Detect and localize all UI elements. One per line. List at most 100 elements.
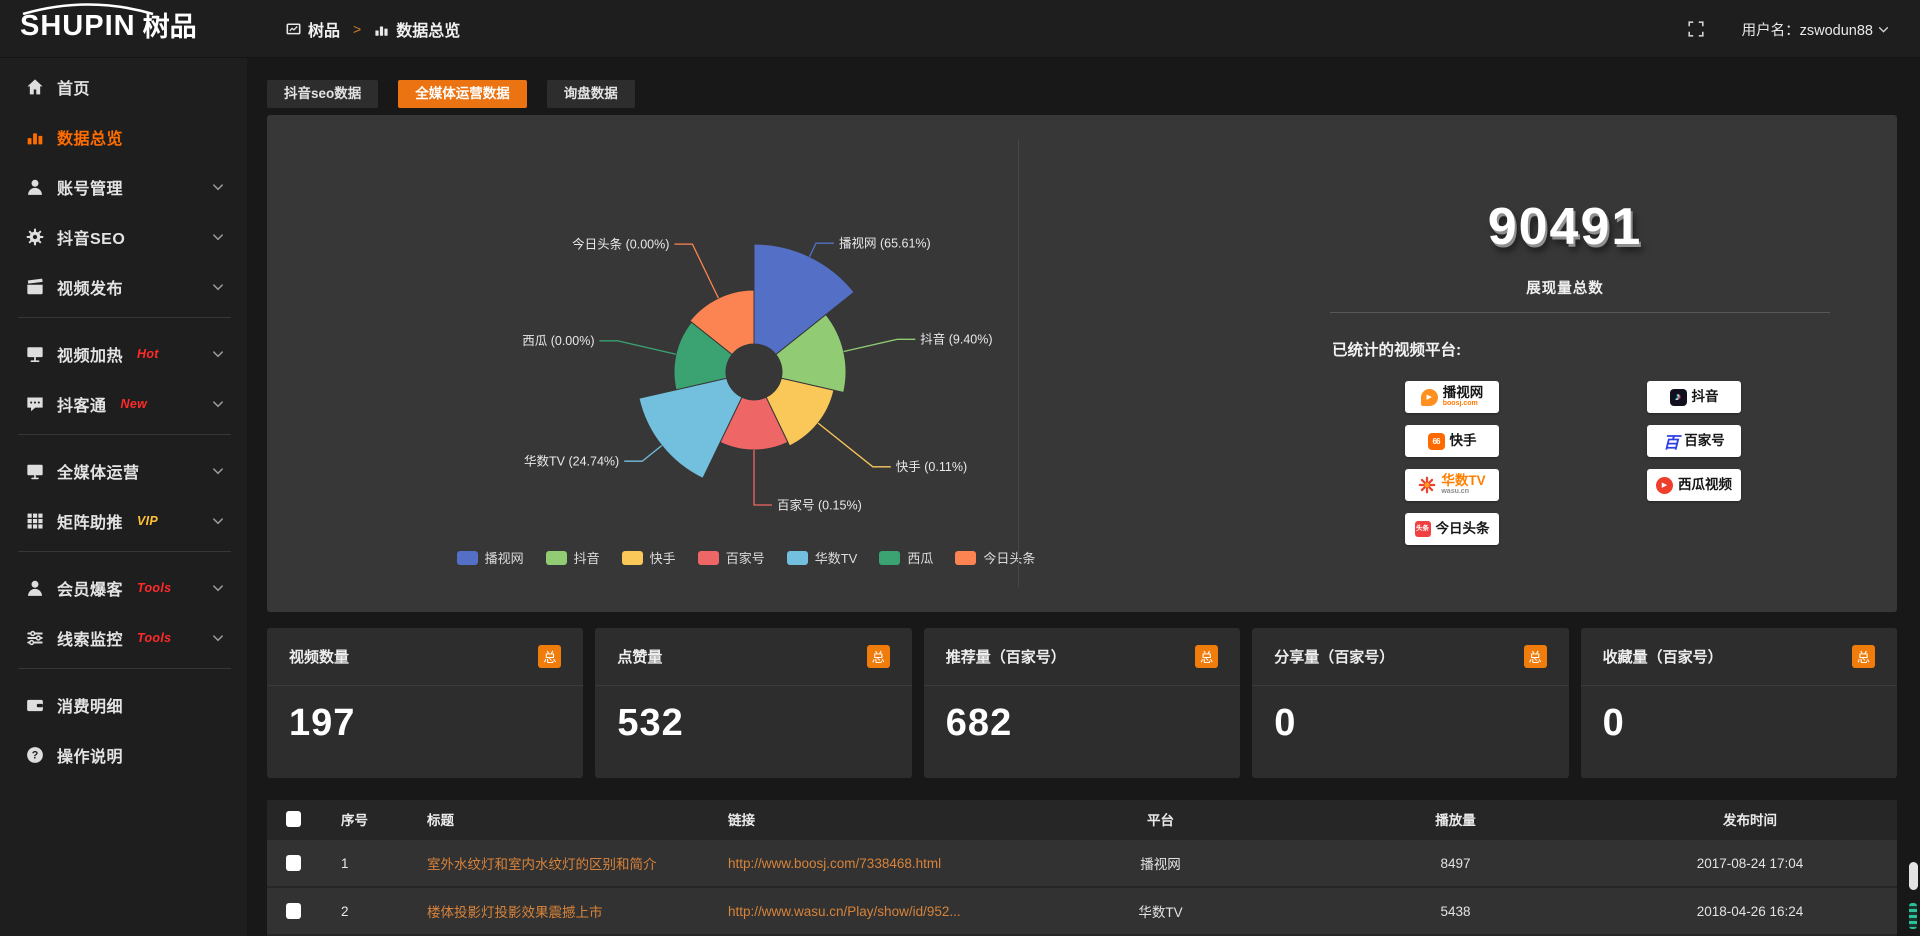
platform-badge-text: 百家号: [1684, 432, 1725, 448]
stat-card-label: 点赞量: [617, 649, 663, 666]
chevron-down-icon: [211, 464, 225, 478]
row-plays: 5438: [1440, 903, 1471, 919]
pie-label-boosj: 播视网 (65.61%): [839, 236, 931, 251]
sidebar-item-douyin-seo[interactable]: 抖音SEO: [0, 217, 247, 257]
legend-item-wasu-tv[interactable]: 华数TV: [786, 548, 858, 567]
row-checkbox[interactable]: [285, 855, 301, 871]
total-badge[interactable]: 总: [1523, 645, 1547, 668]
sidebar-divider: [18, 434, 231, 435]
platform-badge-text: 播视网 boosj.com: [1443, 385, 1484, 408]
breadcrumb-separator: >: [353, 21, 362, 37]
pie-labelline-baijiahao: [753, 450, 772, 506]
tab-inquiry-data[interactable]: 询盘数据: [546, 80, 635, 108]
overview-panel: 播视网 (65.61%) 抖音 (9.40%) 快手 (0.11%) 百家号 (0.1…: [267, 115, 1897, 612]
stat-card-header: 推荐量（百家号） 总: [923, 628, 1241, 686]
stat-card-likes: 点赞量 总 532: [595, 628, 912, 778]
legend-item-douyin[interactable]: 抖音: [545, 548, 600, 567]
platform-badge-xigua[interactable]: ▶ 西瓜视频: [1647, 469, 1741, 501]
svg-text:?: ?: [32, 750, 39, 762]
chevron-down-icon[interactable]: [1877, 23, 1890, 36]
summary-divider: [1330, 312, 1830, 313]
sidebar-item-badge: Hot: [137, 347, 159, 361]
legend-swatch-boosj: [456, 550, 478, 565]
row-checkbox[interactable]: [285, 903, 301, 919]
tab-douyin-seo-data[interactable]: 抖音seo数据: [267, 80, 379, 108]
sidebar-item-expense-details[interactable]: 消费明细: [0, 685, 247, 725]
video-url-link[interactable]: http://www.wasu.cn/Play/show/id/952...: [728, 903, 961, 919]
data-tabs: 抖音seo数据 全媒体运营数据 询盘数据: [267, 80, 635, 108]
select-all-checkbox[interactable]: [285, 811, 301, 827]
pie-slice-boosj[interactable]: [753, 243, 855, 356]
chevron-down-icon: [211, 514, 225, 528]
legend-item-xigua[interactable]: 西瓜: [879, 548, 933, 567]
stat-card-label: 收藏量（百家号）: [1602, 649, 1723, 666]
toutiao-logo: 头条: [1414, 521, 1431, 537]
sidebar-item-member-baoke[interactable]: 会员爆客 Tools: [0, 568, 247, 608]
sidebar-item-video-heating[interactable]: 视频加热 Hot: [0, 334, 247, 374]
total-badge[interactable]: 总: [866, 645, 890, 668]
sidebar-item-operation-guide[interactable]: ? 操作说明: [0, 735, 247, 775]
stat-card-header: 点赞量 总: [595, 628, 912, 686]
legend-item-kuaishou[interactable]: 快手: [621, 548, 676, 567]
username-label[interactable]: 用户名：zswodun88: [1741, 22, 1873, 39]
wasu-logo: [1418, 476, 1436, 494]
pie-slice-wasu-tv[interactable]: [638, 377, 743, 479]
stat-card-value: 0: [1602, 702, 1625, 744]
sidebar-item-clue-monitoring[interactable]: 线索监控 Tools: [0, 618, 247, 658]
platform-badge-text: 今日头条: [1436, 521, 1490, 536]
stat-card-label: 推荐量（百家号）: [945, 649, 1066, 666]
row-platform: 华数TV: [1138, 905, 1183, 920]
stat-cards: 视频数量总 197 点赞量总 532 推荐量（百家号）总 682 分享量（百家号）总 0 收藏量…: [267, 628, 1897, 778]
person-icon: [25, 578, 45, 598]
equalizer-widget-icon: [1909, 903, 1917, 929]
breadcrumb-root[interactable]: 树品: [308, 23, 341, 40]
platform-badge-boosj[interactable]: ▶ 播视网 boosj.com: [1405, 381, 1499, 413]
column-header: 播放量: [1435, 813, 1476, 828]
scrollbar-thumb[interactable]: [1909, 862, 1918, 890]
sidebar-item-badge: New: [120, 397, 148, 411]
legend-label: 华数TV: [814, 551, 858, 566]
sidebar-item-data-overview[interactable]: 数据总览: [0, 117, 247, 157]
video-title-link[interactable]: 室外水纹灯和室内水纹灯的区别和简介: [427, 857, 657, 872]
sidebar: 首页数据总览账号管理抖音SEO 视频发布视频加热 Hot 抖客通 New 全媒体运营矩阵助…: [0, 58, 247, 936]
sidebar-item-home[interactable]: 首页: [0, 67, 247, 107]
column-header: 标题: [427, 813, 454, 828]
legend-item-toutiao[interactable]: 今日头条: [955, 548, 1035, 567]
platform-name: 百家号: [1684, 432, 1725, 448]
platform-name: 快手: [1449, 432, 1477, 448]
platform-badge-baijiahao[interactable]: 百百家号: [1647, 425, 1741, 457]
sidebar-item-matrix-boost[interactable]: 矩阵助推 VIP: [0, 501, 247, 541]
breadcrumb-current[interactable]: 数据总览: [396, 23, 461, 40]
platform-badge-kuaishou[interactable]: 66 快手: [1405, 425, 1499, 457]
sidebar-item-video-publish[interactable]: 视频发布: [0, 267, 247, 307]
stat-card-label: 分享量（百家号）: [1274, 649, 1395, 666]
legend-item-boosj[interactable]: 播视网: [456, 548, 524, 567]
topbar: SHUPIN 树品 树品 > 数据总览 用户名：zswodun88: [0, 0, 1920, 58]
pie-slice-toutiao[interactable]: [689, 289, 755, 356]
logo-text-cn: 树品: [142, 12, 197, 42]
total-badge[interactable]: 总: [1851, 645, 1875, 668]
sidebar-item-doukertong[interactable]: 抖客通 New: [0, 384, 247, 424]
chevron-down-icon: [211, 581, 225, 595]
chat-icon: [25, 394, 45, 414]
sidebar-item-badge: Tools: [137, 581, 172, 595]
fullscreen-icon[interactable]: [1688, 21, 1704, 37]
legend-item-baijiahao[interactable]: 百家号: [697, 548, 765, 567]
sidebar-item-omnimedia-operation[interactable]: 全媒体运营: [0, 451, 247, 491]
video-url-link[interactable]: http://www.boosj.com/7338468.html: [728, 855, 942, 871]
platform-badge-douyin[interactable]: ♪ 抖音: [1647, 381, 1741, 413]
app-logo[interactable]: SHUPIN 树品: [20, 3, 197, 42]
sidebar-item-account-management[interactable]: 账号管理: [0, 167, 247, 207]
platform-badge-wasu-tv[interactable]: 华数TV wasu.cn: [1405, 469, 1499, 501]
logo-arc: [22, 3, 154, 15]
sidebar-item-label: 视频发布: [57, 281, 124, 298]
pie-slice-douyin[interactable]: [775, 313, 847, 394]
total-badge[interactable]: 总: [538, 645, 562, 668]
tab-omnimedia-operation-data[interactable]: 全媒体运营数据: [398, 80, 527, 108]
video-title-link[interactable]: 楼体投影灯投影效果震撼上市: [427, 905, 603, 920]
platform-badge-toutiao[interactable]: 头条 今日头条: [1405, 513, 1499, 545]
column-header: 发布时间: [1723, 813, 1777, 828]
chevron-down-icon: [211, 280, 225, 294]
total-badge[interactable]: 总: [1195, 645, 1219, 668]
pie-slice-kuaishou[interactable]: [765, 377, 835, 447]
